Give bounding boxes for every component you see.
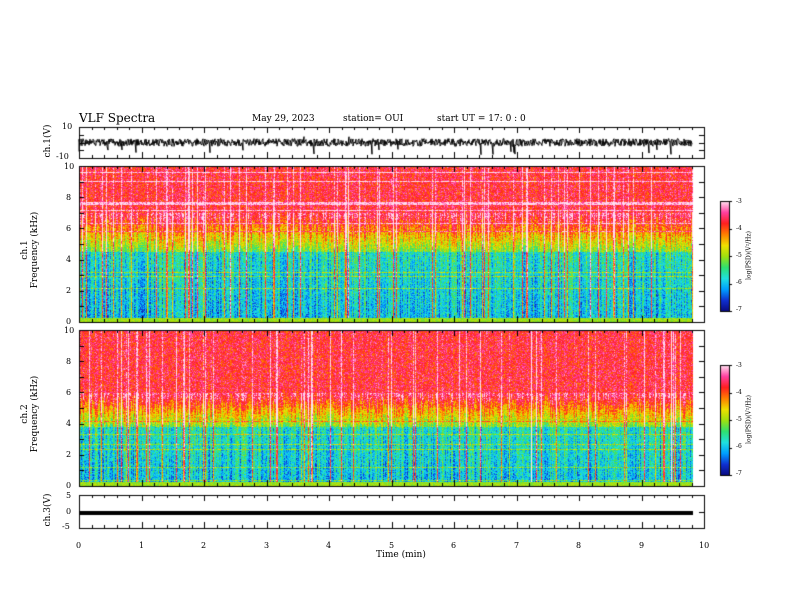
cb2-tick-6: -6 <box>736 443 742 450</box>
cb2-tick-5: -5 <box>736 416 742 423</box>
ch2-spec-ytick-10: 10 <box>64 326 75 335</box>
ch2-spec-ytick-6: 6 <box>66 388 72 397</box>
cb1-tick-3: -3 <box>736 198 742 205</box>
ch1-spec-ylabel-line1: ch.1 <box>20 240 30 260</box>
xtick-2: 2 <box>201 541 207 550</box>
ch1-spec-ytick-0: 0 <box>66 317 72 326</box>
cb1-tick-5: -5 <box>736 252 742 259</box>
ch3-wave-ytick-0: 0 <box>66 507 72 516</box>
ch1-spec-ytick-8: 8 <box>66 193 72 202</box>
cb1-tick-6: -6 <box>736 279 742 286</box>
date-label: May 29, 2023 <box>252 114 315 124</box>
ch1-spec-ytick-6: 6 <box>66 224 72 233</box>
ch1-spec-ytick-4: 4 <box>66 255 72 264</box>
ch1-spec-ylabel-line2: Frequency (kHz) <box>30 211 40 289</box>
ch2-spec-ylabel-line1: ch.2 <box>20 404 30 424</box>
ch3-wave-ytick-m5: -5 <box>62 522 70 531</box>
xtick-6: 6 <box>451 541 457 550</box>
xtick-4: 4 <box>326 541 332 550</box>
ch2-spec-ytick-8: 8 <box>66 357 72 366</box>
ch1-spec-ytick-10: 10 <box>64 162 75 171</box>
ch2-spec-ytick-2: 2 <box>66 450 72 459</box>
ch1-wave-ytick-top: 10 <box>62 122 73 131</box>
cb1-tick-4: -4 <box>736 225 742 232</box>
start-time-label: start UT = 17: 0 : 0 <box>437 114 526 124</box>
ch3-wave-ytick-5: 5 <box>66 491 72 500</box>
ch1-spec-ytick-2: 2 <box>66 286 72 295</box>
chart-title: VLF Spectra <box>79 111 156 125</box>
xtick-3: 3 <box>264 541 270 550</box>
ch1-wave-ytick-bottom: -10 <box>56 152 69 161</box>
xtick-7: 7 <box>514 541 520 550</box>
cb2-label: log(PSD)(V²/Hz) <box>745 395 753 444</box>
cb1-tick-7: -7 <box>736 306 742 313</box>
ch2-spec-ytick-4: 4 <box>66 419 72 428</box>
ch1-spec-ylabel: ch.1 Frequency (kHz) <box>20 190 40 310</box>
cb2-tick-3: -3 <box>736 362 742 369</box>
xtick-10: 10 <box>699 541 710 550</box>
xtick-0: 0 <box>76 541 82 550</box>
xtick-9: 9 <box>639 541 645 550</box>
cb2-tick-4: -4 <box>736 389 742 396</box>
xtick-1: 1 <box>139 541 145 550</box>
xaxis-label: Time (min) <box>376 550 426 560</box>
station-label: station= OUI <box>343 114 404 124</box>
cb2-tick-7: -7 <box>736 470 742 477</box>
xtick-5: 5 <box>389 541 395 550</box>
ch1-wave-ylabel: ch.1(V) <box>43 124 53 158</box>
ch2-spec-ylabel-line2: Frequency (kHz) <box>30 375 40 453</box>
xtick-8: 8 <box>576 541 582 550</box>
cb1-label: log(PSD)(V²/Hz) <box>745 231 753 280</box>
ch3-wave-ylabel: ch.3(V) <box>43 493 53 527</box>
ch2-spec-ylabel: ch.2 Frequency (kHz) <box>20 354 40 474</box>
ch2-spec-ytick-0: 0 <box>66 481 72 490</box>
